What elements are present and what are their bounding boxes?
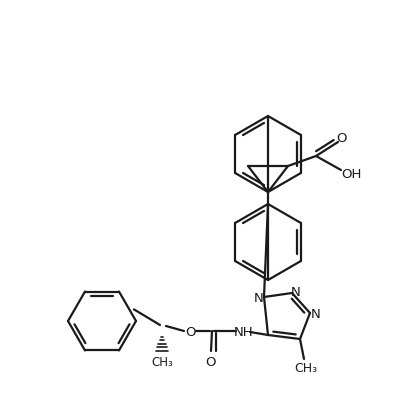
Text: N: N: [254, 292, 264, 305]
Text: CH₃: CH₃: [294, 362, 318, 375]
Text: O: O: [185, 325, 195, 338]
Text: O: O: [206, 355, 216, 368]
Text: OH: OH: [341, 167, 361, 180]
Text: N: N: [311, 308, 321, 321]
Text: NH: NH: [234, 325, 254, 338]
Text: CH₃: CH₃: [151, 355, 173, 368]
Text: O: O: [337, 131, 347, 144]
Text: N: N: [291, 286, 301, 299]
